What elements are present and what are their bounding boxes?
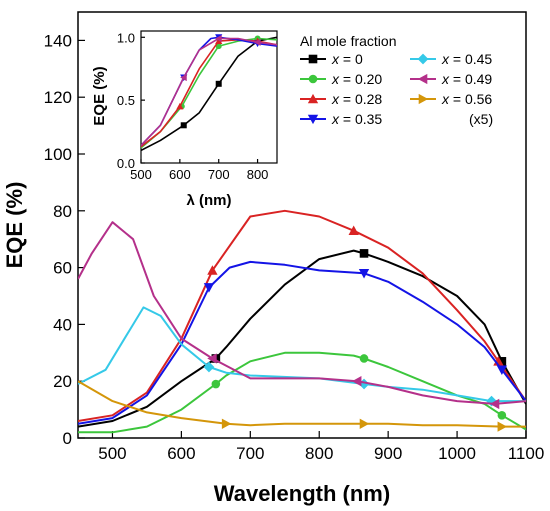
inset-x-axis-title: λ (nm) [187, 192, 232, 209]
main-series-line-x-0-35 [78, 260, 526, 425]
inset-y-tick-label: 1.0 [117, 30, 135, 45]
inset-plot-frame [140, 30, 278, 164]
main-x-tick-label: 1100 [508, 444, 545, 463]
main-series-line-x-0-56 [78, 380, 526, 428]
main-y-tick-label: 140 [44, 31, 72, 50]
inset-point-x-0-49 [215, 34, 222, 43]
main-point-x-0-28 [207, 265, 218, 275]
legend-marker-x-0-28 [307, 93, 319, 104]
legend-label-x-0: x = 0 [331, 51, 363, 67]
main-point-x-0-49 [351, 376, 362, 387]
main-x-tick-label: 900 [374, 444, 402, 463]
legend-label-x-0-56: x = 0.56 [441, 91, 492, 107]
main-point-x-0-56 [359, 418, 370, 429]
main-series-line-x-0-49 [78, 221, 526, 405]
main-point-x-0-45 [203, 361, 215, 373]
main-y-tick-label: 60 [53, 259, 72, 278]
main-point-x-0-56 [497, 421, 508, 432]
inset-y-axis-title: EQE (%) [91, 66, 108, 125]
main-point-x-0-20 [211, 379, 221, 389]
legend-marker-x-0-45 [417, 53, 429, 65]
legend-label-x-0-20: x = 0.20 [331, 71, 382, 87]
legend-marker-x-0 [308, 54, 318, 64]
main-x-tick-label: 700 [236, 444, 264, 463]
legend-label-x-0-49: x = 0.49 [441, 71, 492, 87]
main-point-x-0-56 [221, 418, 232, 429]
legend-marker-x-0-35 [307, 114, 319, 125]
main-y-axis-title: EQE (%) [2, 182, 27, 269]
inset-x-tick-label: 700 [208, 167, 230, 182]
main-x-tick-label: 1000 [438, 444, 476, 463]
main-x-axis-title: Wavelength (nm) [214, 481, 390, 506]
main-series-line-x-0 [78, 249, 526, 428]
main-series-line-x-0-45 [78, 306, 526, 403]
main-y-tick-label: 0 [63, 429, 72, 448]
main-point-x-0-49 [489, 398, 500, 410]
legend-title: Al mole fraction [300, 33, 396, 49]
inset-point-x-0 [215, 80, 222, 87]
inset-point-x-0 [180, 122, 187, 129]
main-point-x-0-35 [496, 365, 508, 375]
legend-label-x-0-35: x = 0.35 [331, 111, 382, 127]
inset-y-tick-label: 0.5 [117, 93, 135, 108]
main-y-tick-label: 80 [53, 202, 72, 221]
main-point-x-0-49 [207, 353, 217, 364]
inset-series-line-x-0-49 [141, 37, 277, 146]
main-point-x-0-28 [348, 225, 359, 235]
legend-marker-x-0-49 [417, 73, 428, 85]
main-y-tick-label: 100 [44, 145, 72, 164]
main-x-tick-label: 500 [98, 444, 126, 463]
inset-y-tick-label: 0.0 [117, 156, 135, 171]
main-point-x-0-20 [497, 410, 507, 420]
inset-point-x-0-28 [176, 102, 184, 110]
inset-x-tick-label: 500 [130, 167, 152, 182]
main-point-x-0-20 [359, 354, 369, 363]
main-plot-frame [77, 11, 527, 439]
legend-label-x-0-28: x = 0.28 [331, 91, 382, 107]
inset-x-tick-label: 800 [247, 167, 269, 182]
main-x-tick-label: 600 [167, 444, 195, 463]
legend-label-x-0-45: x = 0.45 [441, 51, 492, 67]
main-point-x-0-35 [358, 268, 370, 279]
main-y-tick-label: 20 [53, 372, 72, 391]
main-point-x-0 [359, 249, 369, 258]
main-series-line-x-0-28 [78, 209, 526, 422]
inset-point-x-0-49 [253, 38, 261, 46]
legend: Al mole fraction (x5) x = 0 x = 0.20 x = 0… [300, 33, 493, 127]
main-y-tick-label: 40 [53, 315, 72, 334]
inset-x-tick-label: 600 [169, 167, 191, 182]
main-point-x-0-35 [203, 283, 215, 293]
legend-note: (x5) [469, 111, 493, 127]
legend-marker-x-0-20 [308, 74, 318, 84]
main-x-tick-label: 800 [305, 444, 333, 463]
legend-marker-x-0-56 [418, 93, 429, 105]
inset-point-x-0-49 [180, 73, 187, 82]
main-y-tick-label: 120 [44, 88, 72, 107]
main-point-x-0 [497, 357, 507, 366]
